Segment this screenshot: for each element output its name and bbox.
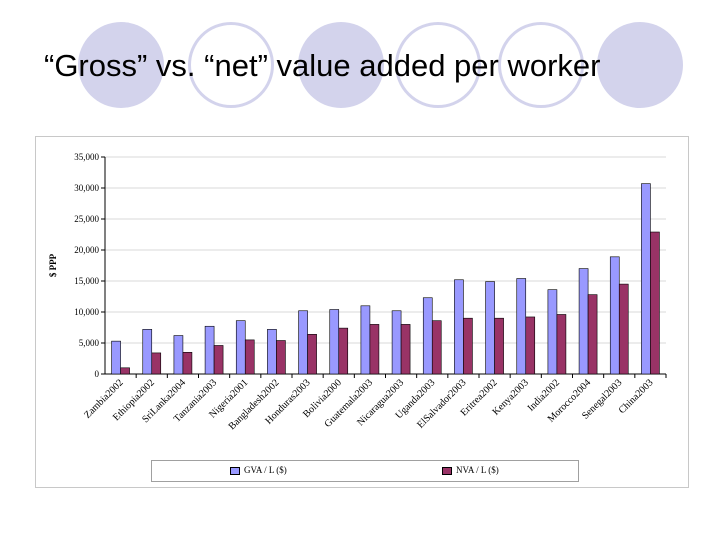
y-tick-label: 15,000 bbox=[74, 276, 99, 286]
bar-gva bbox=[391, 310, 402, 375]
bar-nva bbox=[338, 327, 349, 375]
bar-gva bbox=[516, 278, 527, 375]
y-tick-label: 30,000 bbox=[74, 183, 99, 193]
decor-circle-2 bbox=[188, 22, 274, 108]
bar-nva bbox=[120, 367, 130, 375]
bar-gva bbox=[578, 268, 589, 375]
x-tick-label: China2003 bbox=[617, 377, 656, 416]
legend-label-gva: GVA / L ($) bbox=[244, 465, 287, 475]
bar-gva bbox=[454, 279, 464, 375]
bar-nva bbox=[650, 231, 660, 375]
decor-circle-3 bbox=[298, 22, 384, 108]
bar-gva bbox=[204, 325, 215, 375]
bar-chart: 0 5,000 10,000 15,000 20,000 25,000 30,000 35,0… bbox=[48, 152, 667, 432]
bar-nva bbox=[213, 345, 224, 375]
y-tick-label: 25,000 bbox=[74, 214, 99, 224]
bar-nva bbox=[151, 352, 162, 375]
y-tick-label: 0 bbox=[95, 369, 100, 379]
y-tick-label: 10,000 bbox=[74, 307, 99, 317]
y-tick-label: 5,000 bbox=[79, 338, 100, 348]
y-tick-label: 35,000 bbox=[74, 152, 99, 162]
bar-nva bbox=[618, 283, 629, 375]
bar-nva bbox=[400, 324, 411, 375]
bar-nva bbox=[587, 294, 598, 375]
slide-title: “Gross” vs. “net” value added per worker bbox=[44, 48, 601, 83]
y-axis-title: $ PPP bbox=[48, 253, 58, 277]
bar-gva bbox=[609, 256, 620, 375]
bar-nva bbox=[525, 316, 536, 375]
bar-gva bbox=[173, 335, 184, 375]
decor-circle-1 bbox=[78, 22, 164, 108]
legend-label-nva: NVA / L ($) bbox=[456, 465, 499, 475]
decor-circle-5 bbox=[498, 22, 584, 108]
bar-nva bbox=[556, 314, 567, 375]
decor-circle-6 bbox=[597, 22, 683, 108]
bar-nva bbox=[494, 317, 504, 375]
chart-frame: 0 5,000 10,000 15,000 20,000 25,000 30,000 35,0… bbox=[35, 136, 689, 488]
bar-gva bbox=[360, 305, 371, 375]
decor-circle-4 bbox=[395, 22, 481, 108]
bar-nva bbox=[182, 352, 193, 375]
bar-nva bbox=[431, 320, 442, 375]
bar-nva bbox=[244, 339, 255, 375]
bar-nva bbox=[369, 324, 380, 375]
chart-legend: GVA / L ($) NVA / L ($) bbox=[151, 460, 579, 482]
legend-swatch-nva bbox=[442, 467, 452, 475]
bar-gva bbox=[235, 320, 246, 375]
bar-gva bbox=[485, 281, 495, 375]
bar-gva bbox=[111, 340, 121, 375]
bar-nva bbox=[307, 334, 317, 375]
bar-gva bbox=[422, 297, 433, 375]
bar-nva bbox=[463, 317, 473, 375]
bar-gva bbox=[547, 289, 558, 375]
bar-nva bbox=[276, 340, 286, 375]
legend-swatch-gva bbox=[230, 467, 240, 475]
bar-gva bbox=[298, 310, 308, 375]
bar-gva bbox=[641, 183, 651, 375]
bar-gva bbox=[329, 309, 340, 375]
y-tick-label: 20,000 bbox=[74, 245, 99, 255]
bar-gva bbox=[267, 329, 277, 375]
bar-gva bbox=[142, 329, 153, 375]
